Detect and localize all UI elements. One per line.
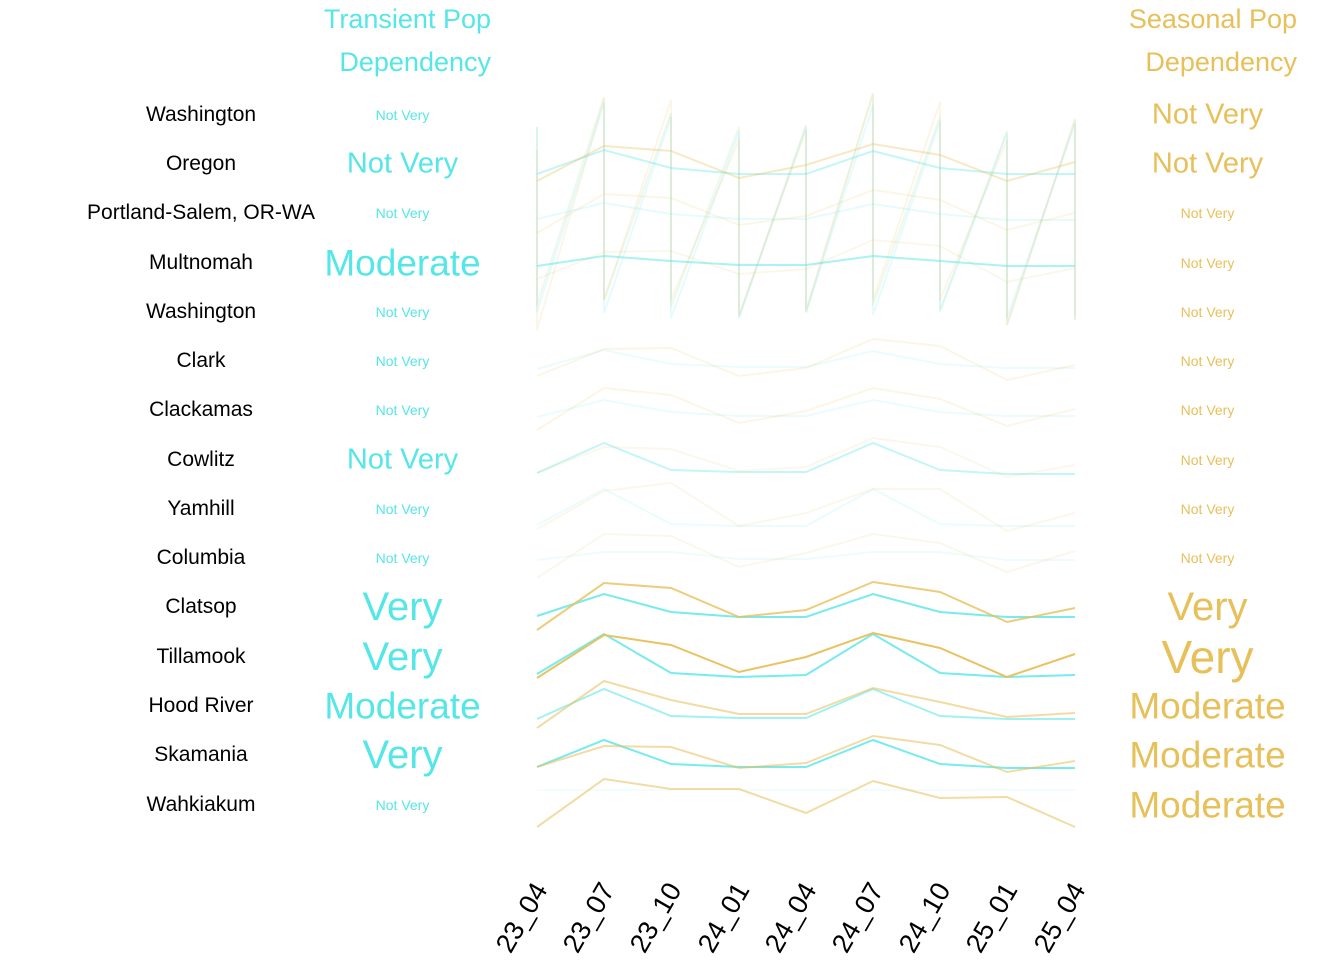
seasonal-sparkline (536, 188, 1076, 234)
region-label: Portland-Salem, OR-WA (87, 201, 315, 224)
seasonal-dependency-value: Moderate (1129, 685, 1286, 727)
transient-sparkline (536, 148, 1075, 175)
seasonal-dependency-value: Very (1161, 631, 1254, 683)
seasonal-sparkline (536, 481, 1076, 533)
sawtooth-line (536, 92, 1076, 331)
region-label: Washington (145, 300, 257, 323)
transient-sparkline (536, 487, 1075, 527)
transient-dependency-value: Very (362, 733, 443, 777)
seasonal-sparkline (536, 386, 1076, 431)
seasonal-dependency-value: Not Very (1180, 501, 1235, 517)
seasonal-header: Seasonal Pop Dependency (1080, 0, 1297, 84)
transient-header-line2: Dependency (339, 47, 491, 77)
region-label: Columbia (156, 546, 246, 569)
transient-sparkline (536, 551, 1075, 561)
region-label: Washington (145, 103, 257, 126)
transient-dependency-value: Not Very (375, 304, 430, 320)
transient-dependency-value: Not Very (346, 147, 459, 180)
transient-sparkline (536, 201, 1075, 221)
sawtooth-line (536, 102, 1076, 320)
transient-header-line1: Transient Pop (323, 4, 491, 34)
region-label: Skamania (154, 743, 248, 766)
region-label: Clackamas (149, 398, 253, 421)
seasonal-sparkline (536, 142, 1076, 183)
transient-header: Transient Pop Dependency (260, 0, 491, 84)
seasonal-dependency-value: Not Very (1180, 304, 1235, 320)
transient-dependency-value: Not Very (375, 797, 430, 813)
transient-dependency-value: Moderate (324, 242, 481, 284)
seasonal-dependency-value: Not Very (1180, 402, 1235, 418)
transient-sparkline (536, 632, 1076, 679)
seasonal-dependency-value: Very (1167, 585, 1248, 629)
transient-sparkline (536, 592, 1075, 618)
seasonal-sparkline (536, 734, 1076, 774)
seasonal-sparkline (536, 777, 1076, 828)
transient-dependency-value: Not Very (375, 107, 430, 123)
seasonal-dependency-value: Moderate (1129, 784, 1286, 826)
seasonal-dependency-value: Not Very (1180, 255, 1235, 271)
transient-dependency-value: Not Very (375, 353, 430, 369)
seasonal-dependency-value: Not Very (1180, 550, 1235, 566)
sawtooth-line (536, 93, 1076, 326)
transient-sparkline (536, 441, 1075, 475)
seasonal-sparkline (536, 580, 1076, 631)
transient-dependency-value: Moderate (324, 685, 481, 727)
transient-dependency-value: Not Very (375, 550, 430, 566)
seasonal-dependency-value: Not Very (1180, 353, 1235, 369)
seasonal-dependency-value: Not Very (1151, 98, 1264, 131)
seasonal-header-line1: Seasonal Pop (1128, 4, 1297, 34)
seasonal-dependency-value: Not Very (1151, 147, 1264, 180)
seasonal-dependency-value: Not Very (1180, 452, 1235, 468)
transient-dependency-value: Not Very (346, 443, 459, 476)
transient-sparkline (536, 348, 1075, 370)
seasonal-sparkline (536, 679, 1076, 729)
region-label: Multnomah (149, 251, 253, 274)
seasonal-sparkline (536, 436, 1076, 479)
transient-sparkline (536, 738, 1075, 769)
transient-sparkline (536, 254, 1075, 267)
region-label: Tillamook (156, 645, 246, 668)
region-label: Wahkiakum (146, 793, 256, 816)
transient-dependency-value: Not Very (375, 205, 430, 221)
region-label: Oregon (165, 152, 237, 175)
seasonal-sparkline (536, 631, 1076, 679)
transient-dependency-value: Very (362, 585, 443, 629)
seasonal-sparkline (536, 337, 1076, 382)
region-label: Clatsop (165, 595, 237, 618)
seasonal-dependency-value: Moderate (1129, 734, 1286, 776)
region-label: Hood River (148, 694, 254, 717)
seasonal-sparkline (536, 238, 1076, 284)
transient-dependency-value: Not Very (375, 402, 430, 418)
region-label: Cowlitz (167, 448, 235, 471)
transient-dependency-value: Very (362, 635, 443, 679)
transient-sparkline (536, 687, 1075, 720)
region-label: Yamhill (167, 497, 235, 520)
region-label: Clark (176, 349, 226, 372)
transient-dependency-value: Not Very (375, 501, 430, 517)
seasonal-header-line2: Dependency (1145, 47, 1297, 77)
seasonal-dependency-value: Not Very (1180, 205, 1235, 221)
transient-sparkline (536, 398, 1075, 418)
seasonal-sparkline (536, 532, 1076, 579)
